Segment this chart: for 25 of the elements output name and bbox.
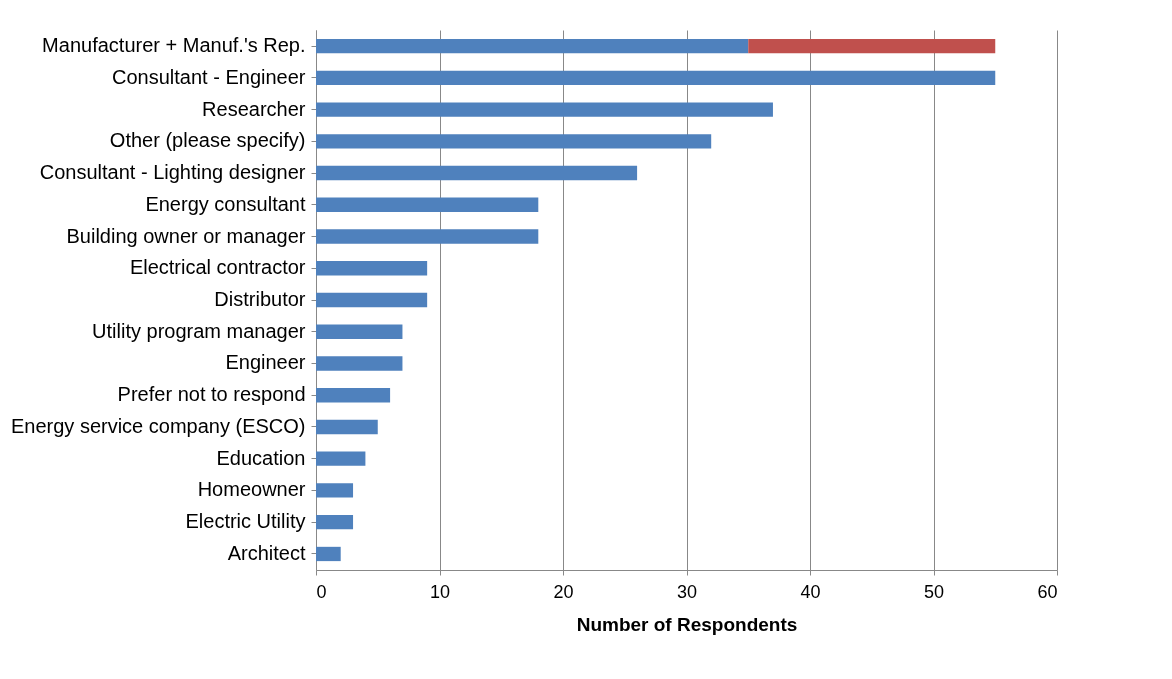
y-tick-label: Engineer xyxy=(225,351,306,374)
y-tick-label: Consultant - Engineer xyxy=(112,65,306,88)
x-tick-label: 10 xyxy=(429,581,451,602)
y-tick-label: Consultant - Lighting designer xyxy=(39,161,306,184)
y-tick-label: Prefer not to respond xyxy=(117,383,306,406)
y-tick-label: Researcher xyxy=(202,97,306,120)
y-tick-label: Architect xyxy=(227,541,306,564)
y-tick-label: Building owner or manager xyxy=(66,224,306,247)
x-tick-label: 50 xyxy=(923,581,945,602)
x-tick-label: 30 xyxy=(676,581,698,602)
x-axis-title: Number of Respondents xyxy=(576,613,798,635)
y-tick-label: Energy service company (ESCO) xyxy=(10,414,306,437)
x-tick-label: 60 xyxy=(1037,581,1058,602)
y-tick-label: Electrical contractor xyxy=(129,256,306,279)
x-tick-label: 40 xyxy=(800,581,821,602)
x-tick-label: 0 xyxy=(316,581,327,602)
y-tick-label: Homeowner xyxy=(197,478,306,501)
y-tick-label: Distributor xyxy=(214,288,306,310)
y-tick-label: Utility program manager xyxy=(92,319,306,342)
y-tick-label: Electric Utility xyxy=(185,510,306,533)
y-tick-label: Manufacturer + Manuf.'s Rep. xyxy=(42,34,306,57)
y-tick-label: Education xyxy=(216,446,306,469)
x-tick-label: 20 xyxy=(553,581,574,602)
y-tick-label: Energy consultant xyxy=(145,192,306,215)
y-tick-label: Other (please specify) xyxy=(109,129,306,152)
